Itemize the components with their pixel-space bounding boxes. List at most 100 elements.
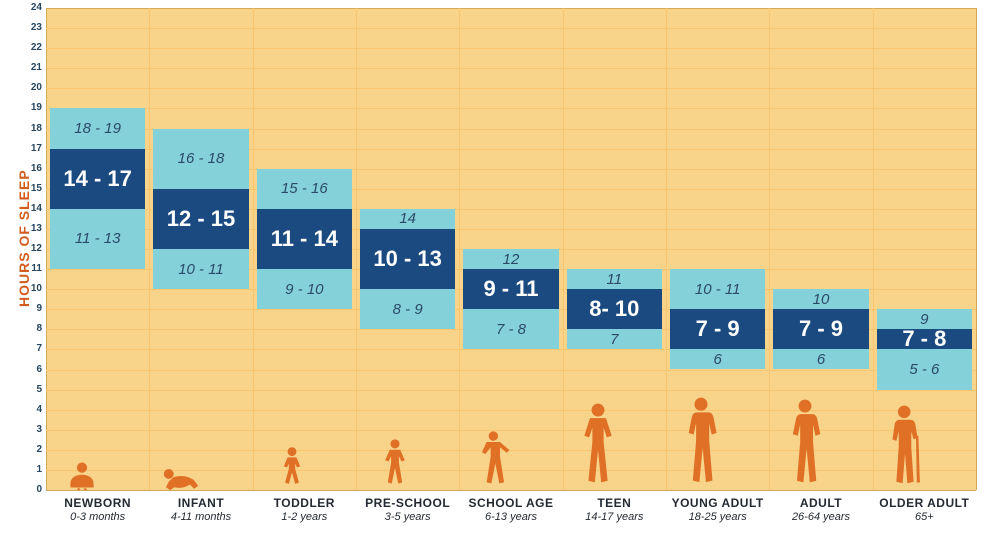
gridline-horizontal xyxy=(46,28,976,29)
gridline-horizontal xyxy=(46,68,976,69)
category-label: ADULT26-64 years xyxy=(769,496,872,523)
y-tick-label: 2 xyxy=(26,444,42,455)
upper-range-label: 16 - 18 xyxy=(153,150,248,167)
category-label: NEWBORN0-3 months xyxy=(46,496,149,523)
upper-range-label: 10 xyxy=(773,291,868,308)
gridline-horizontal xyxy=(46,88,976,89)
y-tick-label: 1 xyxy=(26,464,42,475)
upper-range-label: 14 xyxy=(360,210,455,227)
category-subtitle: 14-17 years xyxy=(563,511,666,523)
gridline-vertical xyxy=(769,8,770,490)
gridline-horizontal xyxy=(46,48,976,49)
upper-range-label: 12 xyxy=(463,251,558,268)
y-tick-label: 17 xyxy=(26,143,42,154)
y-tick-label: 20 xyxy=(26,82,42,93)
category-title: YOUNG ADULT xyxy=(666,496,769,510)
gridline-vertical xyxy=(149,8,150,490)
y-tick-label: 8 xyxy=(26,323,42,334)
category-label: YOUNG ADULT18-25 years xyxy=(666,496,769,523)
category-subtitle: 0-3 months xyxy=(46,511,149,523)
y-tick-label: 22 xyxy=(26,42,42,53)
category-subtitle: 18-25 years xyxy=(666,511,769,523)
category-label: TODDLER1-2 years xyxy=(253,496,356,523)
category-label: PRE-SCHOOL3-5 years xyxy=(356,496,459,523)
lower-range-label: 8 - 9 xyxy=(360,301,455,318)
category-subtitle: 6-13 years xyxy=(459,511,562,523)
plot-border xyxy=(976,8,977,490)
schoolage-icon xyxy=(478,430,511,490)
olderadult-icon xyxy=(885,404,924,490)
y-tick-label: 18 xyxy=(26,123,42,134)
y-tick-label: 23 xyxy=(26,22,42,33)
gridline-horizontal xyxy=(46,450,976,451)
category-subtitle: 4-11 months xyxy=(149,511,252,523)
y-tick-label: 4 xyxy=(26,404,42,415)
recommended-range-label: 9 - 11 xyxy=(463,276,558,302)
category-subtitle: 26-64 years xyxy=(769,511,872,523)
gridline-vertical xyxy=(459,8,460,490)
lower-range-label: 10 - 11 xyxy=(153,261,248,278)
category-title: OLDER ADULT xyxy=(873,496,976,510)
infant-icon xyxy=(159,462,201,490)
category-title: SCHOOL AGE xyxy=(459,496,562,510)
gridline-vertical xyxy=(356,8,357,490)
y-tick-label: 14 xyxy=(26,203,42,214)
y-tick-label: 9 xyxy=(26,303,42,314)
gridline-horizontal xyxy=(46,430,976,431)
y-tick-label: 24 xyxy=(26,2,42,13)
y-tick-label: 19 xyxy=(26,102,42,113)
y-tick-label: 15 xyxy=(26,183,42,194)
lower-range-label: 7 - 8 xyxy=(463,321,558,338)
upper-range-label: 11 xyxy=(567,271,662,288)
recommended-range-label: 7 - 9 xyxy=(773,316,868,342)
lower-range-label: 7 xyxy=(567,331,662,348)
category-title: PRE-SCHOOL xyxy=(356,496,459,510)
category-label: TEEN14-17 years xyxy=(563,496,666,523)
category-subtitle: 1-2 years xyxy=(253,511,356,523)
category-subtitle: 3-5 years xyxy=(356,511,459,523)
gridline-vertical xyxy=(563,8,564,490)
lower-range-label: 9 - 10 xyxy=(257,281,352,298)
recommended-range-label: 14 - 17 xyxy=(50,166,145,192)
recommended-range-label: 7 - 8 xyxy=(877,326,972,352)
lower-range-label: 6 xyxy=(773,351,868,368)
recommended-range-label: 7 - 9 xyxy=(670,316,765,342)
upper-range-label: 10 - 11 xyxy=(670,281,765,298)
y-tick-label: 5 xyxy=(26,384,42,395)
gridline-vertical xyxy=(666,8,667,490)
newborn-icon xyxy=(66,458,98,490)
y-tick-label: 0 xyxy=(26,484,42,495)
gridline-vertical xyxy=(873,8,874,490)
upper-range-label: 18 - 19 xyxy=(50,120,145,137)
category-label: INFANT4-11 months xyxy=(149,496,252,523)
gridline-horizontal xyxy=(46,390,976,391)
plot-border xyxy=(46,8,976,9)
upper-range-label: 9 xyxy=(877,311,972,328)
gridline-horizontal xyxy=(46,370,976,371)
category-title: NEWBORN xyxy=(46,496,149,510)
category-label: SCHOOL AGE6-13 years xyxy=(459,496,562,523)
lower-range-label: 5 - 6 xyxy=(877,361,972,378)
category-title: TEEN xyxy=(563,496,666,510)
category-title: TODDLER xyxy=(253,496,356,510)
lower-range-label: 11 - 13 xyxy=(50,230,145,247)
gridline-horizontal xyxy=(46,410,976,411)
lower-range-label: 6 xyxy=(670,351,765,368)
y-tick-label: 7 xyxy=(26,343,42,354)
gridline-vertical xyxy=(253,8,254,490)
category-title: ADULT xyxy=(769,496,872,510)
plot-border xyxy=(46,490,976,491)
y-tick-label: 3 xyxy=(26,424,42,435)
recommended-range-label: 11 - 14 xyxy=(257,226,352,252)
y-tick-label: 13 xyxy=(26,223,42,234)
upper-range-label: 15 - 16 xyxy=(257,180,352,197)
y-tick-label: 10 xyxy=(26,283,42,294)
y-tick-label: 12 xyxy=(26,243,42,254)
youngadult-icon xyxy=(685,396,718,490)
toddler-icon xyxy=(279,446,304,490)
teen-icon xyxy=(582,402,614,490)
recommended-range-label: 12 - 15 xyxy=(153,206,248,232)
recommended-range-label: 10 - 13 xyxy=(360,246,455,272)
recommended-range-label: 8- 10 xyxy=(567,296,662,322)
category-title: INFANT xyxy=(149,496,252,510)
